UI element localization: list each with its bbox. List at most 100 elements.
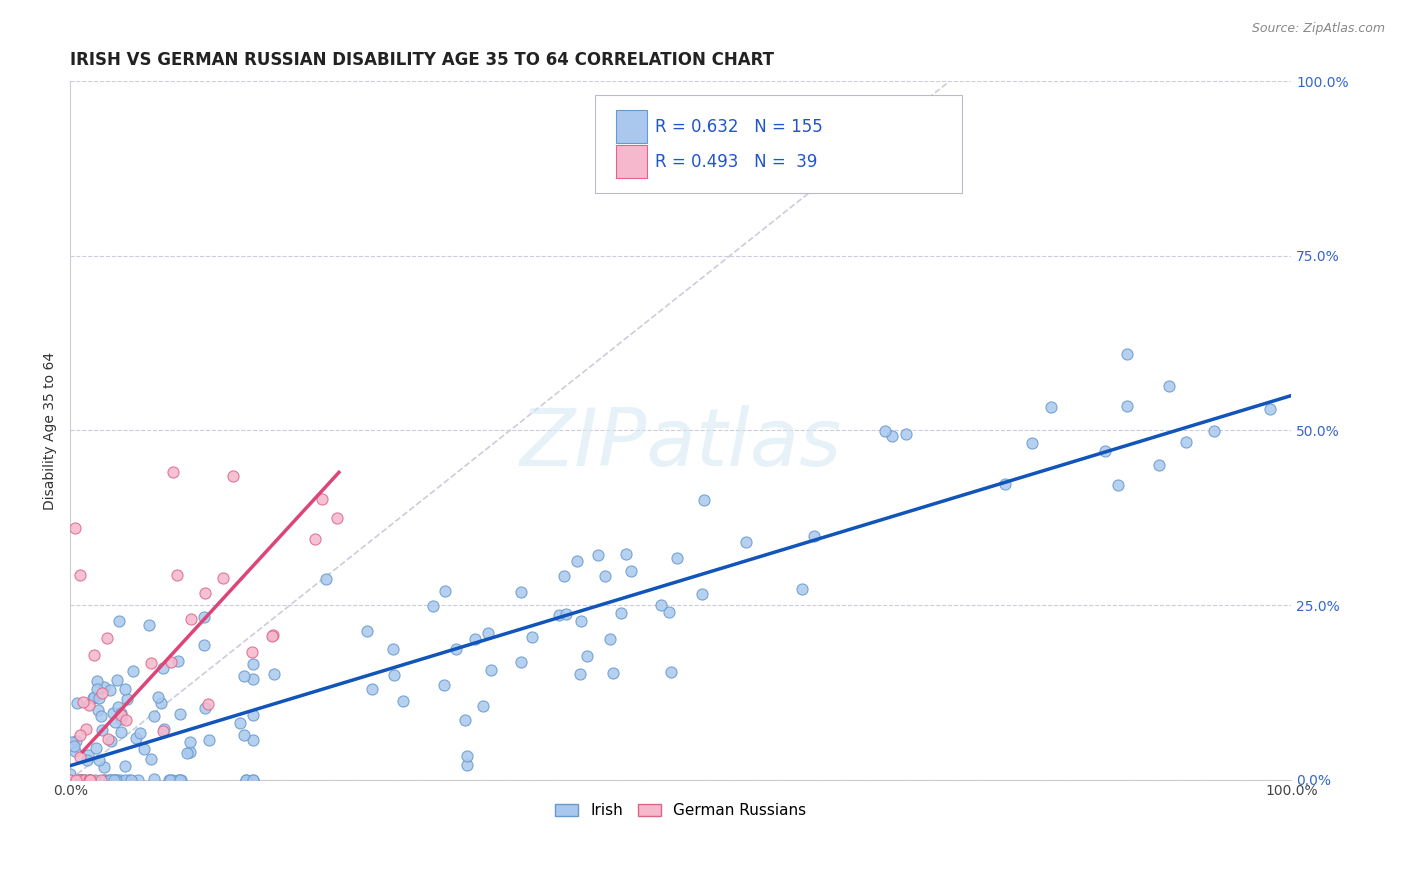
- Point: [105, 673, 128, 687]
- Point: [159, 772, 181, 787]
- Point: [84, 772, 107, 787]
- Point: [89, 753, 111, 767]
- Point: [67, 772, 90, 787]
- Point: [666, 551, 689, 566]
- Point: [311, 492, 333, 507]
- Point: [100, 772, 122, 787]
- Point: [138, 618, 160, 632]
- Point: [105, 772, 128, 787]
- Point: [194, 700, 217, 714]
- Text: ZIPatlas: ZIPatlas: [520, 406, 842, 483]
- Point: [262, 629, 284, 643]
- Point: [114, 772, 136, 787]
- Legend: Irish, German Russians: Irish, German Russians: [548, 797, 813, 824]
- Point: [110, 706, 132, 720]
- Point: [98, 772, 121, 787]
- Point: [104, 772, 127, 787]
- Point: [595, 569, 617, 583]
- Point: [63, 521, 86, 535]
- Point: [520, 630, 543, 644]
- Point: [103, 772, 125, 787]
- Point: [59, 767, 82, 781]
- Text: Source: ZipAtlas.com: Source: ZipAtlas.com: [1251, 22, 1385, 36]
- Point: [107, 700, 129, 714]
- Point: [170, 772, 193, 787]
- Point: [66, 696, 89, 710]
- Point: [229, 715, 252, 730]
- Point: [79, 772, 101, 787]
- Point: [179, 734, 201, 748]
- Point: [575, 648, 598, 663]
- Point: [142, 772, 165, 787]
- Point: [433, 678, 456, 692]
- Point: [128, 726, 150, 740]
- Point: [471, 698, 494, 713]
- Point: [1107, 478, 1129, 492]
- Point: [422, 599, 444, 614]
- Point: [479, 663, 502, 677]
- Point: [125, 731, 148, 746]
- Point: [76, 753, 98, 767]
- Point: [194, 586, 217, 600]
- Point: [152, 723, 174, 738]
- Point: [588, 548, 610, 562]
- Point: [100, 734, 122, 748]
- Point: [356, 624, 378, 638]
- Point: [176, 746, 198, 760]
- Point: [1021, 435, 1043, 450]
- Point: [567, 554, 589, 568]
- Point: [614, 547, 637, 561]
- Text: R = 0.632   N = 155: R = 0.632 N = 155: [655, 118, 823, 136]
- Point: [65, 744, 87, 758]
- Point: [73, 772, 96, 787]
- Point: [77, 747, 100, 762]
- Point: [880, 428, 903, 442]
- Point: [143, 709, 166, 723]
- Point: [221, 469, 243, 483]
- Point: [83, 690, 105, 704]
- Point: [456, 757, 478, 772]
- Point: [114, 682, 136, 697]
- Point: [114, 759, 136, 773]
- Point: [464, 632, 486, 646]
- Point: [304, 533, 326, 547]
- Point: [70, 772, 93, 787]
- Point: [82, 691, 104, 706]
- Point: [434, 583, 457, 598]
- Point: [87, 703, 110, 717]
- Point: [548, 608, 571, 623]
- Point: [235, 772, 257, 787]
- Point: [65, 772, 87, 787]
- Point: [120, 772, 142, 787]
- Point: [98, 772, 121, 787]
- Point: [90, 709, 112, 723]
- Point: [103, 772, 125, 787]
- Point: [166, 772, 188, 787]
- Point: [599, 632, 621, 647]
- Bar: [616, 145, 647, 178]
- Point: [235, 772, 257, 787]
- Point: [94, 772, 117, 787]
- Point: [65, 772, 87, 787]
- Point: [108, 772, 131, 787]
- Point: [240, 645, 263, 659]
- Point: [69, 750, 91, 764]
- Point: [242, 672, 264, 686]
- Point: [242, 707, 264, 722]
- Point: [169, 707, 191, 722]
- Point: [152, 660, 174, 674]
- Point: [91, 723, 114, 737]
- Point: [127, 772, 149, 787]
- Point: [98, 682, 121, 697]
- Point: [69, 772, 91, 787]
- Point: [232, 728, 254, 742]
- Point: [153, 722, 176, 736]
- Point: [477, 626, 499, 640]
- Point: [658, 605, 681, 619]
- Point: [110, 713, 132, 727]
- Point: [139, 656, 162, 670]
- Point: [262, 628, 284, 642]
- Point: [179, 745, 201, 759]
- Text: IRISH VS GERMAN RUSSIAN DISABILITY AGE 35 TO 64 CORRELATION CHART: IRISH VS GERMAN RUSSIAN DISABILITY AGE 3…: [70, 51, 775, 69]
- Point: [166, 654, 188, 668]
